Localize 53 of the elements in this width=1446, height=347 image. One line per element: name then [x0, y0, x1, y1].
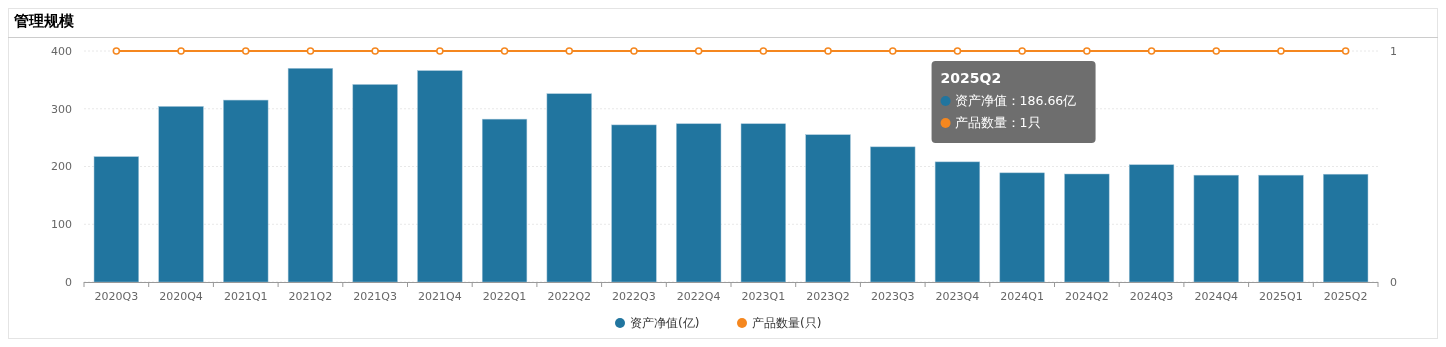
bar	[805, 134, 851, 283]
x-tick-label: 2020Q3	[94, 290, 139, 303]
bar	[999, 172, 1045, 283]
bar	[481, 118, 528, 283]
x-tick-label: 2024Q1	[1000, 290, 1044, 303]
y-tick-label: 0	[65, 275, 72, 289]
x-tick-label: 2023Q3	[870, 290, 915, 303]
x-tick-label: 2022Q2	[547, 290, 592, 303]
x-tick-label: 2020Q4	[159, 290, 203, 303]
y-tick-label: 100	[51, 218, 72, 232]
x-tick-label: 2021Q1	[223, 290, 268, 303]
x-tick-label: 2025Q2	[1323, 290, 1368, 303]
bar	[93, 156, 139, 283]
x-tick-label: 2024Q3	[1129, 290, 1174, 303]
x-tick-label: 2025Q1	[1259, 290, 1303, 303]
y-tick-label: 400	[51, 44, 72, 58]
annotation: 2025Q2	[940, 70, 1002, 86]
bar	[1128, 164, 1175, 283]
x-tick-label: 2023Q2	[806, 290, 850, 303]
x-tick-label: 2022Q3	[612, 290, 656, 303]
bar	[1193, 174, 1239, 283]
annotation: 资产净值：186.66亿	[954, 93, 1077, 108]
chart-title: 管理规模	[13, 12, 75, 30]
bar	[1064, 173, 1110, 283]
x-tick-label: 2021Q2	[288, 290, 333, 303]
bar	[870, 146, 916, 283]
bar	[158, 106, 204, 283]
y-tick-label: 200	[51, 160, 72, 174]
bar	[287, 68, 334, 283]
bar	[676, 123, 722, 283]
legend-label: 资产净值(亿)	[630, 316, 700, 331]
x-tick-label: 2021Q3	[353, 290, 397, 303]
x-tick-label: 2022Q4	[676, 290, 721, 303]
bar	[546, 93, 592, 283]
bar	[740, 123, 786, 283]
bar	[934, 161, 981, 283]
legend-label: 产品数量(只)	[752, 316, 822, 331]
x-tick-label: 2023Q1	[741, 290, 786, 303]
x-tick-label: 2021Q4	[418, 290, 462, 303]
y2-tick-label: 0	[1390, 275, 1397, 289]
y-tick-label: 300	[51, 102, 72, 116]
annotation: 产品数量：1只	[954, 115, 1041, 130]
x-tick-label: 2023Q4	[935, 290, 980, 303]
x-tick-label: 2024Q4	[1194, 290, 1239, 303]
y2-tick-label: 1	[1390, 44, 1397, 58]
bar	[1258, 174, 1304, 283]
bar	[1323, 173, 1369, 283]
x-tick-label: 2024Q2	[1065, 290, 1109, 303]
bar	[417, 70, 463, 283]
x-tick-label: 2022Q1	[482, 290, 527, 303]
bar	[223, 99, 269, 283]
bar	[611, 124, 657, 283]
bar	[352, 84, 398, 283]
